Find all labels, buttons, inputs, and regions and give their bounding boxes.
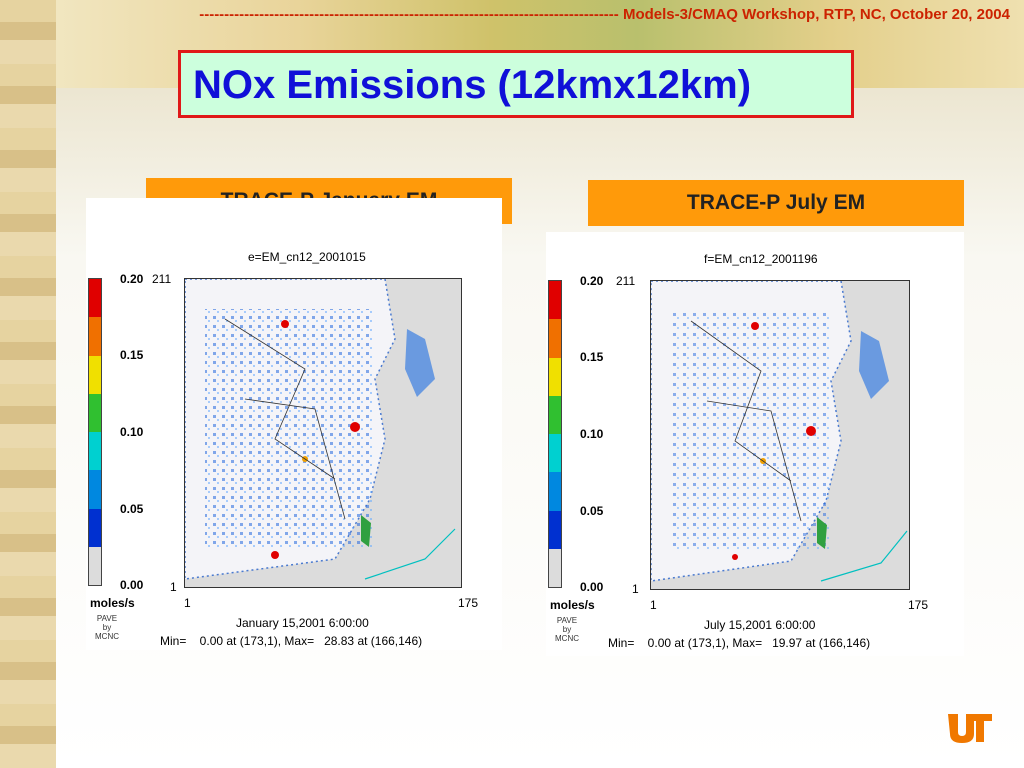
x-axis-right: 175 [908, 598, 929, 612]
tick-label: 0.20 [120, 272, 144, 286]
left-texture [0, 0, 56, 768]
tick-label: 0.15 [120, 348, 144, 362]
tick-label: 0.15 [580, 350, 604, 364]
pave-credit: PAVE by MCNC [95, 614, 119, 641]
date-label: January 15,2001 6:00:00 [236, 616, 369, 630]
map-panel-january: e=EM_cn12_2001015 0.20 0.15 0.10 0.05 0.… [86, 198, 502, 650]
figure-title: e=EM_cn12_2001015 [248, 250, 366, 264]
tick-label: 0.00 [120, 578, 144, 592]
tick-label: 0.05 [580, 504, 604, 518]
y-axis-bottom: 1 [632, 582, 639, 596]
y-axis-bottom: 1 [170, 580, 177, 594]
tick-label: 0.20 [580, 274, 604, 288]
x-axis-right: 175 [458, 596, 479, 610]
colorbar [548, 280, 562, 588]
tick-label: 0.10 [120, 425, 144, 439]
x-axis-left: 1 [184, 596, 191, 610]
ut-logo [948, 714, 992, 743]
emission-map [184, 278, 462, 588]
unit-label: moles/s [550, 598, 595, 612]
y-axis-top: 211 [616, 274, 636, 288]
pave-credit: PAVE by MCNC [555, 616, 579, 643]
workshop-header: ----------------------------------------… [199, 6, 1010, 23]
title-box: NOx Emissions (12kmx12km) [178, 50, 854, 118]
tick-label: 0.00 [580, 580, 604, 594]
unit-label: moles/s [90, 596, 135, 610]
tick-label: 0.05 [120, 502, 144, 516]
figure-title: f=EM_cn12_2001196 [704, 252, 818, 266]
x-axis-left: 1 [650, 598, 657, 612]
map-panel-july: f=EM_cn12_2001196 0.20 0.15 0.10 0.05 0.… [546, 232, 964, 656]
emission-map [650, 280, 910, 590]
tick-label: 0.10 [580, 427, 604, 441]
min-max-label: Min= 0.00 at (173,1), Max= 19.97 at (166… [608, 636, 871, 650]
date-label: July 15,2001 6:00:00 [704, 618, 816, 632]
y-axis-top: 211 [152, 272, 172, 286]
colorbar [88, 278, 102, 586]
slide-title: NOx Emissions (12kmx12km) [193, 63, 752, 107]
panel-label-july: TRACE-P July EM [588, 180, 964, 226]
min-max-label: Min= 0.00 at (173,1), Max= 28.83 at (166… [160, 634, 423, 648]
